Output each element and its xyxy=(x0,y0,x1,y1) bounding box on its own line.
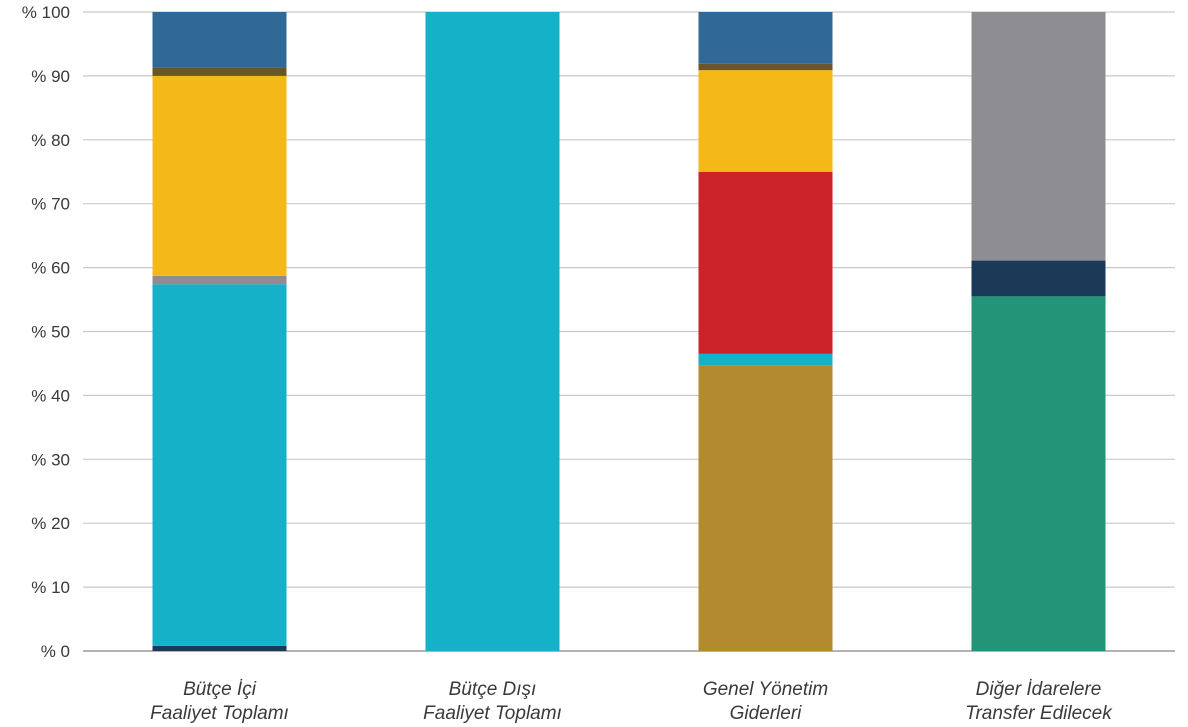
y-tick-label: % 50 xyxy=(31,323,70,342)
y-tick-label: % 70 xyxy=(31,195,70,214)
y-tick-label: % 80 xyxy=(31,131,70,150)
y-tick-label: % 20 xyxy=(31,514,70,533)
bars xyxy=(152,12,1106,651)
y-tick-label: % 0 xyxy=(41,642,70,661)
bar-segment xyxy=(152,75,287,276)
bar-segment xyxy=(152,67,287,76)
bar-segment xyxy=(971,296,1106,651)
bar-segment xyxy=(152,12,287,68)
bar-segment xyxy=(152,275,287,285)
bar-segment xyxy=(698,12,833,64)
bar-segment xyxy=(152,645,287,651)
bar-segment xyxy=(971,260,1106,297)
category-labels: Bütçe İçi Faaliyet Toplamı Bütçe Dışı Faali… xyxy=(150,679,1113,724)
category-label: Genel Yönetim Giderleri xyxy=(703,679,828,724)
category-label: Diğer İdarelere Transfer Edilecek xyxy=(965,679,1113,724)
y-tick-label: % 100 xyxy=(22,3,70,22)
y-tick-label: % 30 xyxy=(31,450,70,469)
category-label: Bütçe Dışı Faaliyet Toplamı xyxy=(423,679,562,724)
bar-segment xyxy=(698,353,833,366)
category-label: Bütçe İçi Faaliyet Toplamı xyxy=(150,679,289,724)
bar-segment xyxy=(971,12,1106,261)
bar-segment xyxy=(425,12,560,651)
y-tick-label: % 10 xyxy=(31,578,70,597)
bar-segment xyxy=(698,365,833,651)
y-tick-label: % 40 xyxy=(31,386,70,405)
bar-segment xyxy=(698,171,833,354)
bar-segment xyxy=(152,284,287,646)
y-tick-label: % 60 xyxy=(31,259,70,278)
y-axis-tick-labels: % 0 % 10 % 20 % 30 % 40 % 50 % 60 % 70 % 80 % 90%… xyxy=(22,3,70,661)
bar-segment xyxy=(698,63,833,71)
bar-segment xyxy=(698,70,833,172)
y-tick-label: % 90 xyxy=(31,67,70,86)
